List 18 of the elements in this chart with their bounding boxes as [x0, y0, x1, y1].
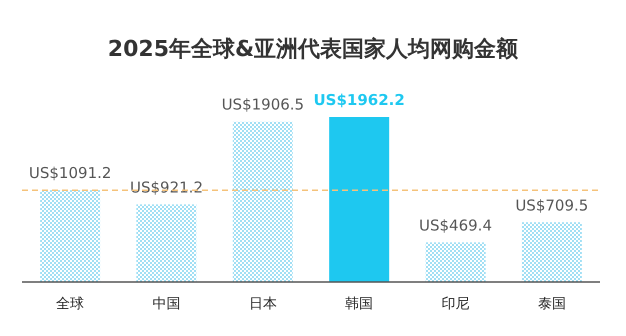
data-label: US$709.5 [515, 196, 588, 214]
data-label: US$1091.2 [28, 164, 112, 182]
bar [522, 222, 582, 282]
x-tick-label: 泰国 [538, 296, 566, 312]
bar [40, 190, 100, 282]
data-label: US$469.4 [419, 216, 492, 235]
x-tick-label: 中国 [152, 296, 180, 312]
chart-title: 2025年全球&亚洲代表国家人均网购金额 [108, 36, 520, 62]
bar [426, 242, 486, 282]
x-tick-label: 全球 [56, 296, 84, 312]
bar [329, 117, 390, 282]
data-label: US$1906.5 [222, 96, 304, 114]
x-tick-label: 印尼 [442, 296, 470, 312]
data-label: US$1962.2 [314, 91, 405, 109]
bar [232, 122, 293, 282]
bar [136, 204, 196, 282]
x-tick-label: 韩国 [345, 296, 374, 312]
x-tick-label: 日本 [248, 296, 277, 312]
